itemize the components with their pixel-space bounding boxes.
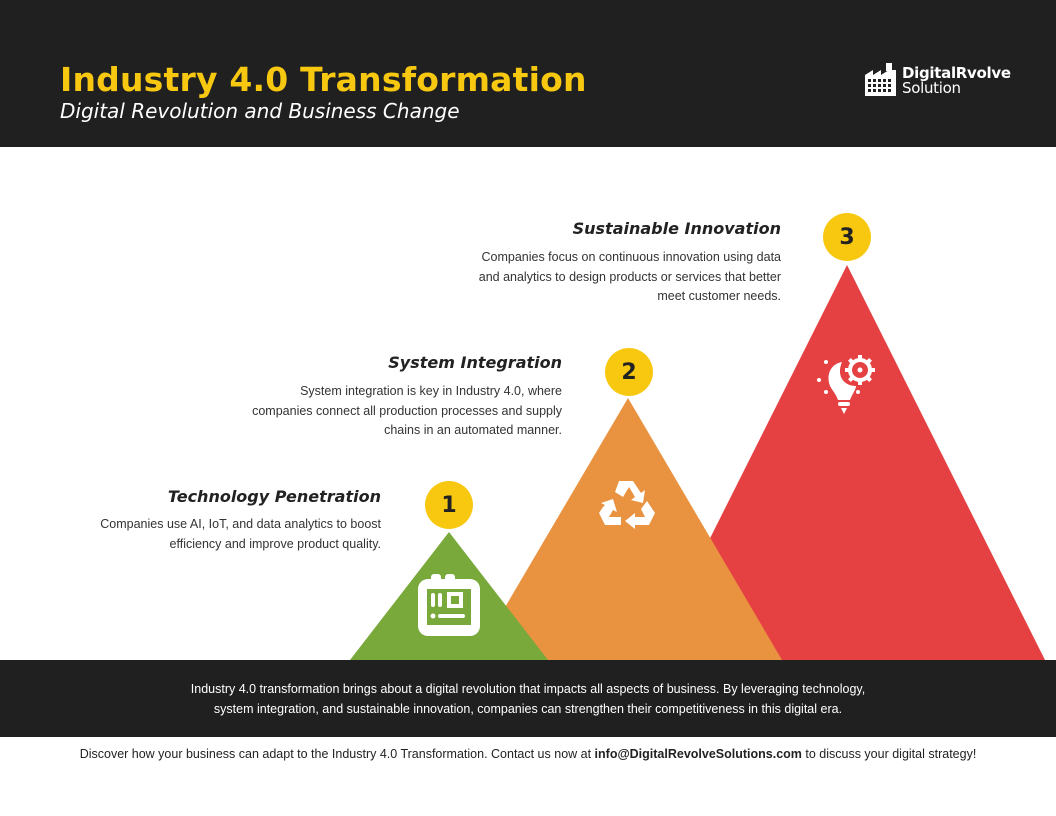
step-3-badge: 3 xyxy=(823,213,871,261)
step-1-title: Technology Penetration xyxy=(167,487,381,506)
summary-band: Industry 4.0 transformation brings about… xyxy=(0,660,1056,737)
step-2-description: System integration is key in Industry 4.… xyxy=(252,384,562,437)
step-1-description: Companies use AI, IoT, and data analytic… xyxy=(100,517,381,551)
contact-email-link[interactable]: info@DigitalRevolveSolutions.com xyxy=(594,747,802,761)
header-band: Industry 4.0 Transformation Digital Revo… xyxy=(0,0,1056,147)
logo-sub: Solution xyxy=(902,79,961,97)
call-to-action: Discover how your business can adapt to … xyxy=(79,747,977,761)
page-title: Industry 4.0 Transformation xyxy=(60,60,587,99)
summary-text: Industry 4.0 transformation brings about… xyxy=(190,681,866,716)
logo-name: DigitalRvolve xyxy=(902,64,1011,82)
factory-icon xyxy=(865,63,896,96)
circuit-board-icon xyxy=(418,574,480,636)
page-subtitle: Digital Revolution and Business Change xyxy=(60,99,460,123)
pyramid-red xyxy=(649,265,1045,660)
step-3-description: Companies focus on continuous innovation… xyxy=(478,250,781,303)
recycle-icon xyxy=(599,481,655,529)
pyramid-diagram xyxy=(350,265,1045,660)
lightbulb-gear-icon xyxy=(817,355,875,414)
step-3-title: Sustainable Innovation xyxy=(572,219,781,238)
company-logo: DigitalRvolve Solution xyxy=(864,63,1014,99)
pyramid-orange xyxy=(474,398,782,660)
step-2-badge: 2 xyxy=(605,348,653,396)
step-2-title: System Integration xyxy=(388,353,562,372)
step-1-badge: 1 xyxy=(425,481,473,529)
